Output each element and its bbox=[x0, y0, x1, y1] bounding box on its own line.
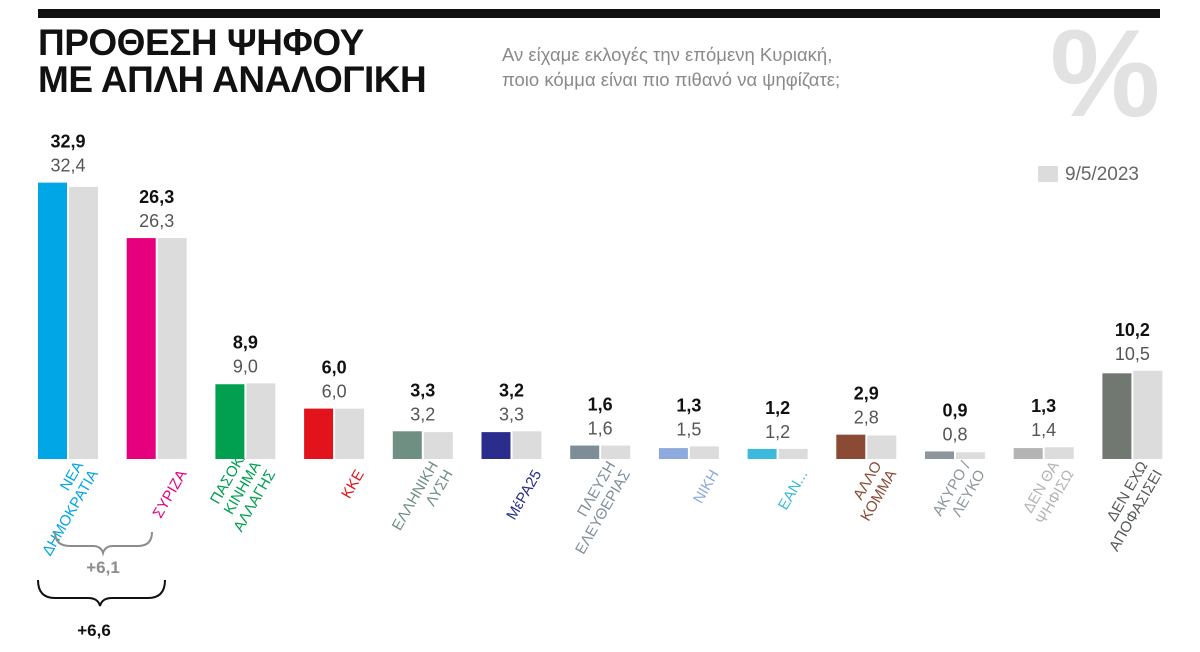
bar-previous-9 bbox=[867, 435, 897, 459]
category-label-7-line-0: ΝΙΚΗ bbox=[690, 467, 723, 507]
value-label-previous-7: 1,5 bbox=[676, 419, 701, 439]
category-label-1: ΣΥΡΙΖΑ bbox=[149, 467, 190, 521]
value-label-previous-0: 32,4 bbox=[50, 156, 85, 176]
bar-previous-5 bbox=[512, 431, 542, 459]
bar-current-7 bbox=[658, 448, 688, 459]
survey-question-line-2: ποιο κόμμα είναι πιο πιθανό να ψηφίζατε; bbox=[502, 69, 841, 90]
value-label-current-0: 32,9 bbox=[50, 132, 85, 152]
bar-current-10 bbox=[925, 451, 954, 459]
category-label-8-line-0: ΕΑΝ... bbox=[775, 467, 811, 513]
bar-previous-4 bbox=[423, 432, 453, 459]
bar-current-12 bbox=[1102, 373, 1132, 459]
percent-symbol: % bbox=[1050, 5, 1161, 143]
bar-previous-1 bbox=[157, 238, 187, 459]
bar-current-2 bbox=[215, 384, 245, 459]
bar-current-5 bbox=[481, 432, 511, 459]
bar-previous-0 bbox=[69, 186, 98, 459]
bar-current-6 bbox=[570, 445, 600, 459]
annotation-diff-1: +6,1 bbox=[86, 558, 120, 577]
value-label-current-7: 1,3 bbox=[676, 395, 701, 415]
bar-previous-12 bbox=[1133, 370, 1163, 459]
value-label-current-4: 3,3 bbox=[410, 380, 435, 400]
value-label-previous-12: 10,5 bbox=[1115, 344, 1150, 364]
value-label-previous-6: 1,6 bbox=[588, 419, 613, 439]
value-label-previous-2: 9,0 bbox=[233, 356, 258, 376]
top-rule bbox=[38, 9, 1160, 18]
value-label-current-6: 1,6 bbox=[588, 395, 613, 415]
chart-title-line-1: ΠΡΟΘΕΣΗ ΨΗΦΟΥ bbox=[38, 22, 364, 63]
survey-question-line-1: Αν είχαμε εκλογές την επόμενη Κυριακή, bbox=[502, 44, 833, 65]
bar-current-4 bbox=[392, 431, 422, 459]
value-label-current-5: 3,2 bbox=[499, 380, 524, 400]
category-label-5-line-0: ΜέΡΑ25 bbox=[503, 467, 545, 523]
value-label-previous-8: 1,2 bbox=[765, 422, 790, 442]
annotation-diff-2: +6,6 bbox=[77, 621, 111, 640]
category-label-3: ΚΚΕ bbox=[338, 467, 368, 501]
category-label-10: ΑΚΥΡΟ /ΛΕΥΚΟ bbox=[929, 458, 988, 520]
bar-previous-11 bbox=[1044, 447, 1074, 459]
value-label-current-2: 8,9 bbox=[233, 332, 258, 352]
value-label-current-12: 10,2 bbox=[1115, 320, 1150, 340]
bar-current-11 bbox=[1013, 448, 1043, 459]
bar-current-8 bbox=[747, 448, 777, 459]
category-label-8: ΕΑΝ... bbox=[775, 467, 811, 513]
value-label-previous-5: 3,3 bbox=[499, 404, 524, 424]
bar-previous-7 bbox=[689, 446, 719, 459]
value-label-previous-10: 0,8 bbox=[942, 424, 967, 444]
value-label-current-11: 1,3 bbox=[1031, 396, 1056, 416]
value-label-current-8: 1,2 bbox=[765, 398, 790, 418]
chart-title: ΠΡΟΘΕΣΗ ΨΗΦΟΥ ΜΕ ΑΠΛΗ ΑΝΑΛΟΓΙΚΗ bbox=[38, 22, 427, 100]
brace-nd-syriza bbox=[54, 531, 153, 557]
bar-previous-6 bbox=[601, 445, 631, 459]
category-label-3-line-0: ΚΚΕ bbox=[338, 467, 368, 501]
bar-current-1 bbox=[126, 238, 156, 459]
legend-label-previous: 9/5/2023 bbox=[1065, 164, 1139, 185]
value-label-previous-3: 6,0 bbox=[322, 382, 347, 402]
bar-previous-3 bbox=[335, 408, 365, 459]
bar-previous-10 bbox=[956, 452, 985, 459]
legend-swatch-previous bbox=[1038, 166, 1058, 182]
value-label-previous-1: 26,3 bbox=[139, 211, 174, 231]
bar-previous-2 bbox=[246, 383, 276, 459]
value-label-previous-4: 3,2 bbox=[410, 404, 435, 424]
chart-title-line-2: ΜΕ ΑΠΛΗ ΑΝΑΛΟΓΙΚΗ bbox=[38, 59, 427, 100]
value-label-current-1: 26,3 bbox=[139, 187, 174, 207]
value-label-current-9: 2,9 bbox=[854, 384, 879, 404]
survey-question: Αν είχαμε εκλογές την επόμενη Κυριακή, π… bbox=[502, 42, 840, 92]
value-label-previous-11: 1,4 bbox=[1031, 420, 1056, 440]
bar-current-0 bbox=[38, 182, 67, 459]
bar-previous-8 bbox=[778, 448, 808, 459]
category-label-7: ΝΙΚΗ bbox=[690, 467, 723, 507]
category-label-5: ΜέΡΑ25 bbox=[503, 467, 545, 523]
value-label-current-3: 6,0 bbox=[322, 358, 347, 378]
value-label-current-10: 0,9 bbox=[942, 400, 967, 420]
category-label-1-line-0: ΣΥΡΙΖΑ bbox=[149, 467, 190, 521]
value-label-previous-9: 2,8 bbox=[854, 408, 879, 428]
brace-nd-syriza-previous bbox=[37, 579, 166, 607]
bar-current-9 bbox=[836, 434, 866, 459]
bar-current-3 bbox=[304, 408, 334, 459]
